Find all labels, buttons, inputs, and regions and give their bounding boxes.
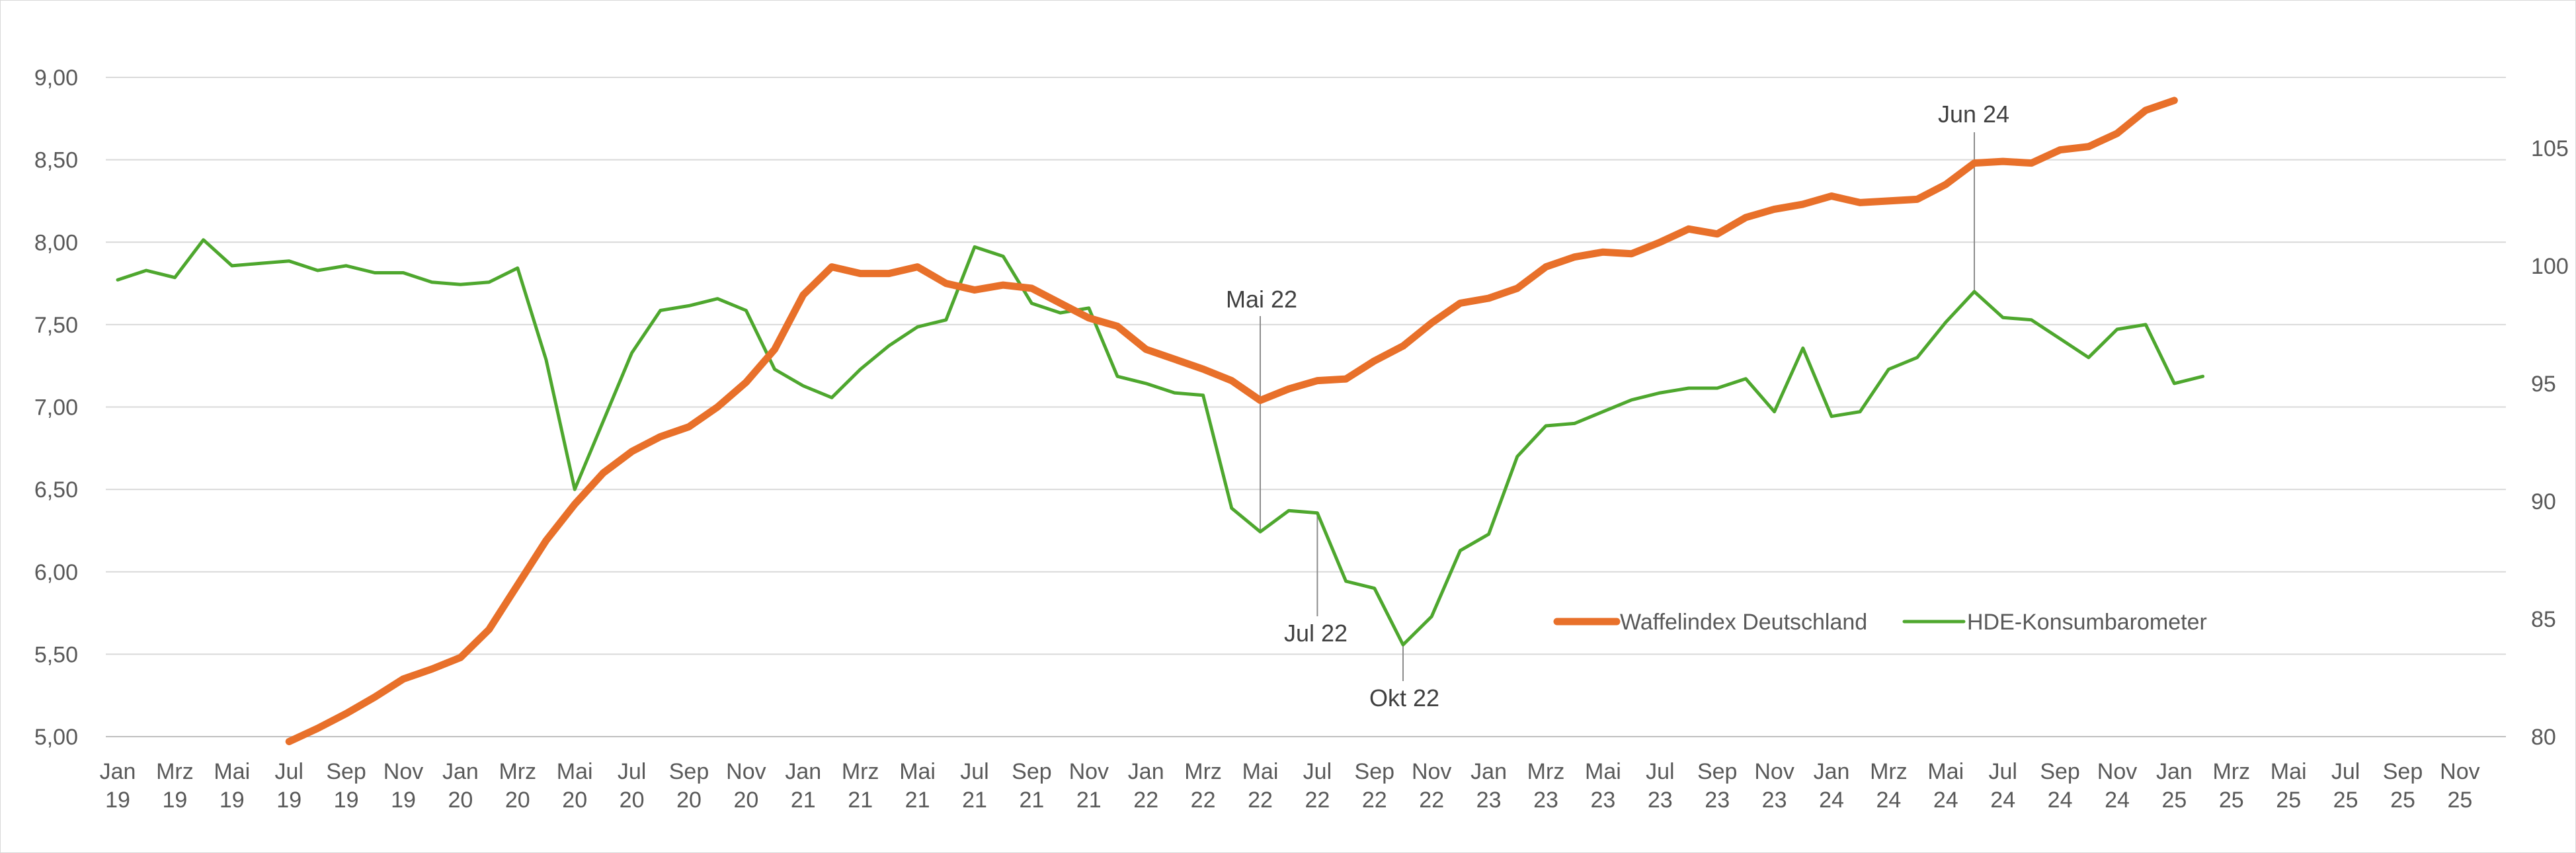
x-tick-label: Mrz 23	[1527, 759, 1565, 813]
x-tick-label: Mrz 19	[156, 759, 194, 813]
x-tick-label: Jul 22	[1303, 759, 1332, 813]
x-tick-label: Mai 23	[1585, 759, 1621, 813]
y-left-tick-label: 5,00	[34, 725, 78, 750]
x-tick-label: Mai 22	[1242, 759, 1279, 813]
x-tick-label: Sep 24	[2040, 759, 2080, 813]
x-tick-label: Nov 24	[2097, 759, 2137, 813]
x-tick-label: Nov 23	[1754, 759, 1794, 813]
y-right-tick-label: 80	[2531, 725, 2556, 750]
annotation-labels: Mai 22 Jul 22 Okt 22 Jun 24	[1226, 101, 2009, 711]
x-tick-label: Mai 25	[2271, 759, 2307, 813]
x-tick-label: Mrz 21	[842, 759, 879, 813]
x-tick-label: Jul 24	[1988, 759, 2017, 813]
x-tick-label: Sep 25	[2383, 759, 2423, 813]
x-tick-label: Sep 22	[1355, 759, 1395, 813]
series-line-waffelindex	[285, 97, 2178, 745]
y-right-tick-label: 85	[2531, 607, 2556, 632]
x-tick-label: Mai 24	[1927, 759, 1964, 813]
x-tick-label: Nov 20	[726, 759, 766, 813]
x-tick-label: Jan 21	[785, 759, 821, 813]
legend: Waffelindex Deutschland HDE-Konsumbarome…	[1553, 610, 2207, 635]
annotation-label: Jun 24	[1938, 101, 2009, 128]
y-left-tick-label: 5,50	[34, 642, 78, 667]
x-tick-label: Jan 24	[1814, 759, 1850, 813]
legend-label-hde-konsumbarometer: HDE-Konsumbarometer	[1967, 610, 2207, 635]
y-right-tick-label: 95	[2531, 372, 2556, 397]
annotation-leader-lines	[1260, 132, 1975, 681]
x-tick-label: Mai 19	[214, 759, 250, 813]
x-tick-label: Mrz 20	[499, 759, 536, 813]
y-left-tick-label: 8,50	[34, 148, 78, 173]
series-lines	[116, 97, 2205, 745]
x-tick-label: Sep 23	[1697, 759, 1738, 813]
annotation-label: Jul 22	[1284, 620, 1348, 647]
y-left-tick-label: 7,50	[34, 313, 78, 338]
x-tick-label: Sep 19	[326, 759, 366, 813]
x-tick-label: Jan 22	[1128, 759, 1164, 813]
x-tick-label: Mai 20	[557, 759, 593, 813]
y-left-tick-label: 8,00	[34, 230, 78, 255]
left-y-axis: 5,00 5,50 6,00 6,50 7,00 7,50 8,00 8,50 9,00	[34, 65, 78, 750]
x-tick-label: Sep 21	[1012, 759, 1052, 813]
x-tick-label: Mrz 24	[1870, 759, 1908, 813]
x-tick-label: Jul 25	[2331, 759, 2360, 813]
x-tick-label: Nov 22	[1412, 759, 1451, 813]
y-right-tick-label: 90	[2531, 489, 2556, 514]
x-tick-label: Jan 23	[1470, 759, 1507, 813]
x-tick-label: Nov 21	[1069, 759, 1109, 813]
x-tick-label: Mai 21	[899, 759, 936, 813]
y-left-tick-label: 6,00	[34, 560, 78, 585]
gridlines	[106, 77, 2506, 737]
x-tick-label: Jan 19	[100, 759, 136, 813]
x-tick-label: Mrz 22	[1184, 759, 1222, 813]
y-right-tick-label: 105	[2531, 136, 2569, 161]
x-tick-label: Jul 20	[618, 759, 646, 813]
x-tick-label: Sep 20	[669, 759, 709, 813]
x-tick-label: Jan 25	[2156, 759, 2193, 813]
x-tick-label: Jul 21	[960, 759, 988, 813]
y-left-tick-label: 7,00	[34, 395, 78, 421]
x-axis: Jan 19 Mrz 19 Mai 19 Jul 19 Sep 19 Nov 19 Jan 20 Mrz 20…	[100, 759, 2480, 813]
x-tick-label: Mrz 25	[2212, 759, 2250, 813]
x-tick-label: Jan 20	[442, 759, 479, 813]
annotation-label: Mai 22	[1226, 286, 1297, 313]
x-tick-label: Nov 25	[2440, 759, 2479, 813]
y-left-tick-label: 9,00	[34, 65, 78, 91]
x-tick-label: Jul 19	[274, 759, 303, 813]
y-right-tick-label: 100	[2531, 254, 2569, 279]
x-tick-label: Nov 19	[383, 759, 423, 813]
series-line-hde-konsumbarometer	[116, 238, 2205, 647]
x-tick-label: Jul 23	[1646, 759, 1674, 813]
right-y-axis: 80 85 90 95 100 105	[2531, 136, 2569, 750]
y-left-tick-label: 6,50	[34, 477, 78, 503]
annotation-label: Okt 22	[1369, 684, 1439, 711]
legend-label-waffelindex: Waffelindex Deutschland	[1620, 610, 1867, 635]
